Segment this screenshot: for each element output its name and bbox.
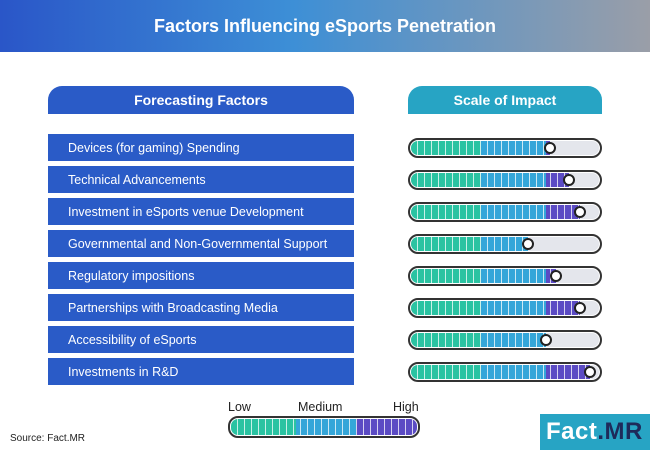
legend-low-label: Low	[228, 400, 251, 414]
impact-gauge-track	[411, 269, 599, 283]
impact-gauge-track	[411, 141, 599, 155]
legend-scale-bar	[228, 416, 420, 438]
impact-gauge	[408, 170, 602, 190]
impact-gauge-track	[411, 237, 599, 251]
factor-label: Investments in R&D	[48, 358, 354, 385]
legend-scale-inner	[231, 419, 417, 435]
factor-label: Devices (for gaming) Spending	[48, 134, 354, 161]
logo-main-text: Fact	[546, 418, 598, 445]
impact-bar	[411, 237, 528, 251]
impact-bar	[411, 173, 569, 187]
factor-label: Technical Advancements	[48, 166, 354, 193]
impact-bar	[411, 269, 556, 283]
factor-label: Partnerships with Broadcasting Media	[48, 294, 354, 321]
impact-gauge	[408, 298, 602, 318]
impact-gauge	[408, 234, 602, 254]
factor-label: Investment in eSports venue Development	[48, 198, 354, 225]
impact-gauge-track	[411, 205, 599, 219]
impact-bar	[411, 141, 551, 155]
source-note: Source: Fact.MR	[10, 433, 86, 444]
factor-label: Accessibility of eSports	[48, 326, 354, 353]
impact-marker	[562, 174, 575, 186]
title-bar: Factors Influencing eSports Penetration	[0, 0, 650, 52]
impact-marker	[544, 142, 557, 154]
impact-gauge-track	[411, 301, 599, 315]
legend-medium-label: Medium	[298, 400, 343, 414]
impact-bar	[411, 205, 581, 219]
logo-suffix-text: .MR	[597, 418, 643, 445]
impact-bar	[411, 365, 590, 379]
impact-gauge	[408, 330, 602, 350]
impact-gauge	[408, 202, 602, 222]
impact-marker	[574, 206, 587, 218]
impact-marker	[574, 302, 587, 314]
impact-gauge-track	[411, 173, 599, 187]
legend-scale-fill	[231, 419, 417, 435]
impact-gauge	[408, 138, 602, 158]
scale-of-impact-header: Scale of Impact	[408, 86, 602, 114]
impact-bar	[411, 301, 581, 315]
impact-gauge-track	[411, 333, 599, 347]
factor-label: Regulatory impositions	[48, 262, 354, 289]
impact-marker	[521, 238, 534, 250]
impact-gauge	[408, 266, 602, 286]
factmr-logo: Fact .MR	[540, 414, 650, 450]
forecasting-factors-header: Forecasting Factors	[48, 86, 354, 114]
legend-high-label: High	[393, 400, 419, 414]
impact-marker	[583, 366, 596, 378]
impact-gauge	[408, 362, 602, 382]
factor-label: Governmental and Non-Governmental Suppor…	[48, 230, 354, 257]
impact-gauge-track	[411, 365, 599, 379]
impact-bar	[411, 333, 547, 347]
impact-marker	[540, 334, 553, 346]
impact-marker	[549, 270, 562, 282]
chart-title: Factors Influencing eSports Penetration	[153, 15, 497, 36]
